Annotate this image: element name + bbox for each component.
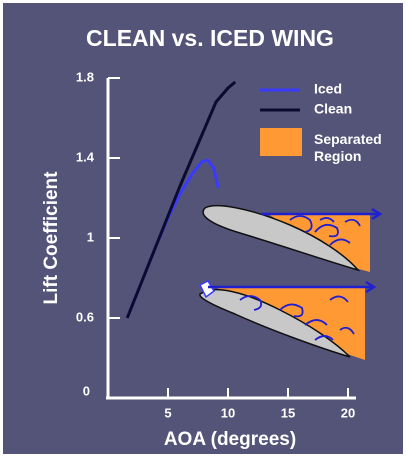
page: {"chart_data": {"type": "line", "title":… xyxy=(0,0,406,457)
legend-label: Iced xyxy=(314,81,342,97)
x-tick-label: 10 xyxy=(221,405,235,420)
x-tick-label: 15 xyxy=(281,405,295,420)
y-tick-label: 1.8 xyxy=(76,69,94,84)
origin-label: 0 xyxy=(83,383,90,398)
y-tick-label: 1 xyxy=(87,229,94,244)
legend-swatch xyxy=(260,128,302,156)
legend-label: Clean xyxy=(314,101,352,117)
y-axis-label: Lift Coefficient xyxy=(41,171,62,305)
x-tick-label: 5 xyxy=(164,405,171,420)
chart: CLEAN vs. ICED WING Lift Coefficient AOA… xyxy=(0,0,406,457)
x-tick-label: 20 xyxy=(341,405,355,420)
chart-title: CLEAN vs. ICED WING xyxy=(86,25,334,51)
y-tick-label: 1.4 xyxy=(76,149,95,164)
y-tick-label: 0.6 xyxy=(76,309,94,324)
x-axis-label: AOA (degrees) xyxy=(164,429,296,450)
